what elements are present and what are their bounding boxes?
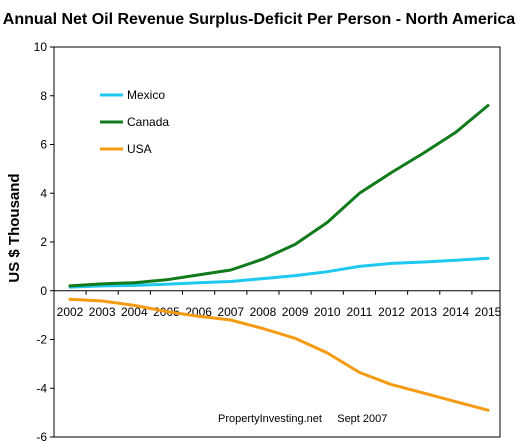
y-tick-label: -6 <box>36 430 47 444</box>
y-tick-label: 10 <box>34 40 48 54</box>
source-annotation: PropertyInvesting.net Sept 2007 <box>218 413 387 425</box>
y-axis-label: US $ Thousand <box>6 173 23 282</box>
legend-label: Canada <box>127 115 169 129</box>
x-tick-label: 2011 <box>346 305 372 319</box>
series-line-usa <box>68 297 490 412</box>
legend: Mexico Canada USA <box>100 88 169 156</box>
x-tick-label: 2004 <box>121 305 148 319</box>
series-line-canada <box>68 104 490 288</box>
x-tick-label: 2007 <box>217 305 244 319</box>
y-tick-label: 2 <box>40 235 47 249</box>
legend-label: Mexico <box>127 88 165 102</box>
y-tick-label: 6 <box>40 138 47 152</box>
x-tick-label: 2009 <box>282 305 309 319</box>
legend-label: USA <box>127 142 152 156</box>
x-axis: 2002 2003 2004 2005 2006 2007 2008 2009 2010 2011… <box>54 290 502 319</box>
y-tick-label: 4 <box>40 186 47 200</box>
x-tick-label: 2015 <box>475 305 502 319</box>
x-tick-label: 2008 <box>250 305 277 319</box>
series-lines <box>68 104 490 412</box>
y-axis: -6 -4 -2 0 2 4 6 8 10 <box>34 40 54 444</box>
x-tick-label: 2012 <box>378 305 405 319</box>
series-line-mexico <box>68 256 490 289</box>
x-tick-label: 2003 <box>89 305 116 319</box>
x-tick-label: 2010 <box>314 305 341 319</box>
y-tick-label: -4 <box>36 381 47 395</box>
chart-title: Annual Net Oil Revenue Surplus-Deficit P… <box>3 11 516 28</box>
x-tick-label: 2014 <box>442 305 469 319</box>
x-tick-label: 2013 <box>410 305 437 319</box>
y-tick-label: 0 <box>40 284 47 298</box>
x-tick-label: 2002 <box>57 305 84 319</box>
y-tick-label: -2 <box>36 333 47 347</box>
plot-area <box>53 46 501 438</box>
y-tick-label: 8 <box>40 89 47 103</box>
